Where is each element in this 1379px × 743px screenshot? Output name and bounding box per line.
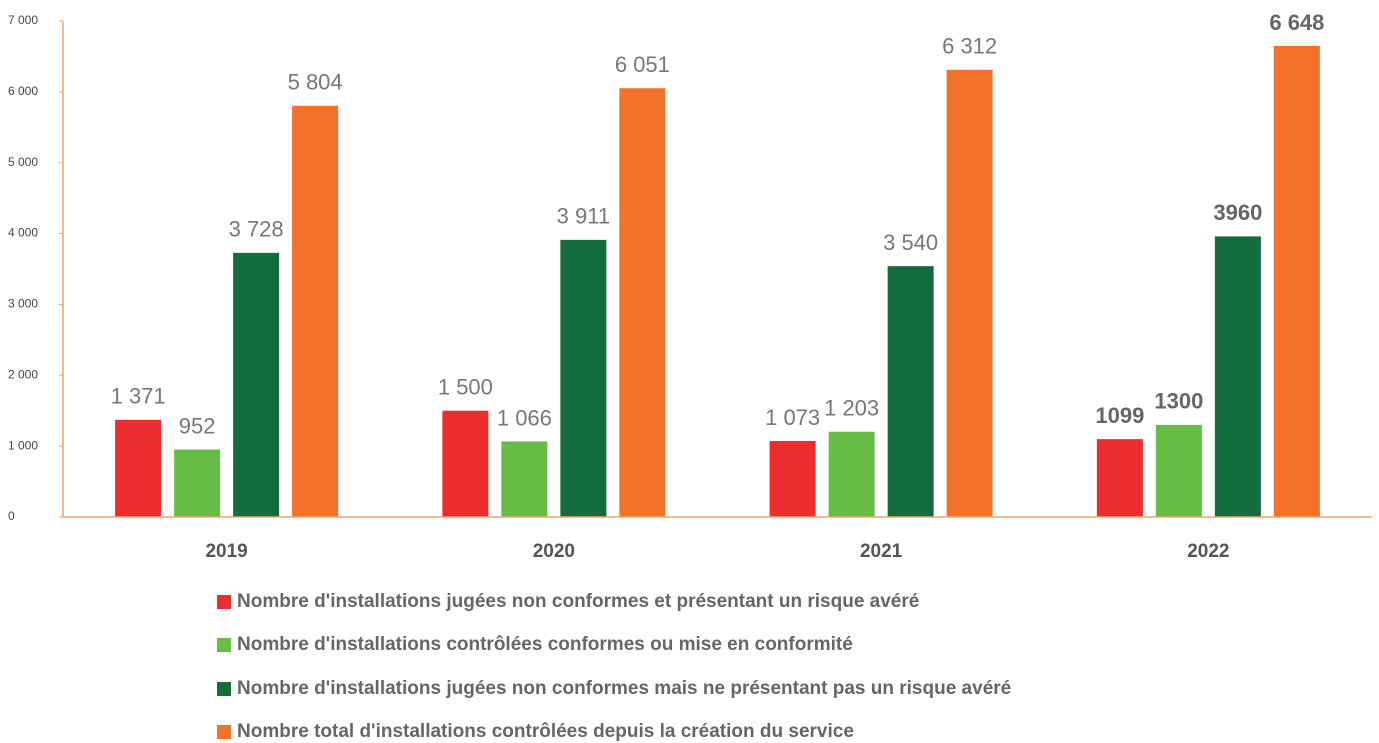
y-tick-label: 7 000 — [8, 13, 38, 27]
bar — [887, 266, 934, 517]
value-label: 3960 — [1213, 200, 1262, 225]
y-tick-label: 4 000 — [8, 226, 38, 240]
legend-label: Nombre d'installations jugées non confor… — [237, 591, 919, 612]
value-label: 5 804 — [288, 70, 343, 95]
y-tick-label: 3 000 — [8, 297, 38, 311]
y-tick-label: 2 000 — [8, 367, 38, 381]
bar — [501, 441, 548, 517]
bar — [560, 239, 607, 517]
value-label: 1099 — [1095, 403, 1144, 428]
legend-label: Nombre d'installations contrôlées confor… — [237, 634, 853, 655]
bar — [769, 440, 816, 517]
bar — [442, 410, 489, 517]
bar — [292, 105, 339, 517]
bar — [1214, 236, 1261, 518]
value-label: 1 073 — [765, 405, 820, 430]
value-label: 3 728 — [229, 217, 284, 242]
y-tick-label: 0 — [8, 509, 15, 523]
legend-swatch — [217, 725, 231, 739]
bar — [174, 449, 221, 517]
value-label: 6 051 — [615, 52, 670, 77]
value-label: 3 540 — [883, 230, 938, 255]
value-label: 6 312 — [942, 34, 997, 59]
x-tick-label: 2021 — [860, 541, 903, 562]
y-tick-label: 5 000 — [8, 155, 38, 169]
bar — [1155, 424, 1202, 517]
y-tick-label: 1 000 — [8, 438, 38, 452]
legend-swatch — [217, 682, 231, 696]
bar — [1273, 45, 1320, 518]
value-label: 1300 — [1154, 389, 1203, 414]
bar — [619, 88, 666, 517]
bar — [1096, 439, 1143, 517]
y-tick-label: 6 000 — [8, 84, 38, 98]
bar — [115, 419, 162, 517]
x-tick-label: 2019 — [205, 541, 247, 562]
x-tick-label: 2020 — [533, 541, 575, 562]
value-label: 6 648 — [1269, 10, 1324, 35]
x-tick-label: 2022 — [1187, 541, 1229, 562]
bar — [946, 69, 993, 517]
value-label: 1 500 — [438, 375, 493, 400]
legend-swatch — [217, 595, 231, 609]
value-label: 952 — [179, 413, 216, 438]
legend-label: Nombre total d'installations contrôlées … — [237, 721, 854, 742]
legend-swatch — [217, 638, 231, 652]
value-label: 3 911 — [557, 204, 610, 229]
legend-label: Nombre d'installations jugées non confor… — [237, 678, 1011, 699]
value-label: 1 066 — [497, 405, 552, 430]
value-label: 1 203 — [824, 396, 879, 421]
bar — [233, 252, 280, 517]
value-label: 1 371 — [111, 384, 166, 409]
bar — [828, 431, 875, 517]
